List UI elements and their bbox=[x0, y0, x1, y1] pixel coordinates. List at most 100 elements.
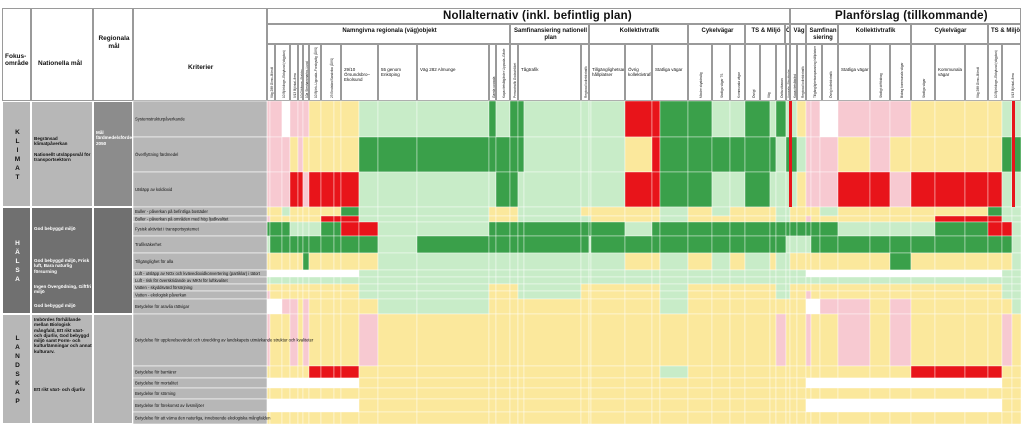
matrix-cell bbox=[711, 215, 731, 223]
matrix-cell bbox=[517, 206, 525, 217]
matrix-cell bbox=[320, 100, 335, 138]
column-label-cell: Gamla uppsala bbox=[489, 44, 496, 101]
matrix-cell bbox=[302, 365, 310, 379]
matrix-cell bbox=[297, 100, 304, 138]
matrix-cell bbox=[588, 215, 592, 223]
matrix-cell bbox=[910, 398, 936, 413]
matrix-cell bbox=[523, 411, 582, 425]
matrix-cell bbox=[769, 387, 777, 400]
matrix-cell bbox=[869, 235, 891, 254]
matrix-cell bbox=[588, 276, 592, 285]
matrix-cell bbox=[495, 398, 511, 413]
matrix-cell bbox=[580, 215, 590, 223]
matrix-cell bbox=[659, 298, 689, 315]
matrix-cell bbox=[509, 290, 519, 300]
matrix-cell bbox=[624, 398, 653, 413]
matrix-cell bbox=[889, 252, 912, 271]
matrix-cell bbox=[523, 276, 582, 285]
matrix-cell bbox=[266, 215, 271, 223]
matrix-cell bbox=[796, 171, 807, 208]
matrix-cell bbox=[416, 313, 490, 367]
matrix-cell bbox=[964, 235, 989, 254]
matrix-cell bbox=[869, 221, 891, 237]
matrix-cell bbox=[987, 221, 1003, 237]
matrix-cell bbox=[416, 276, 490, 285]
matrix-cell bbox=[588, 298, 592, 315]
nationella-goal-text: Imbördes förhållande mellan Biologisk må… bbox=[34, 317, 92, 354]
matrix-cell bbox=[416, 283, 490, 292]
matrix-cell bbox=[910, 136, 936, 173]
matrix-cell bbox=[308, 252, 322, 271]
matrix-cell bbox=[837, 100, 871, 138]
matrix-cell bbox=[1001, 365, 1013, 379]
matrix-cell bbox=[819, 235, 839, 254]
matrix-cell bbox=[805, 387, 812, 400]
matrix-cell bbox=[523, 221, 582, 237]
matrix-cell bbox=[302, 136, 310, 173]
matrix-cell bbox=[333, 387, 342, 400]
matrix-cell bbox=[711, 171, 731, 208]
matrix-cell bbox=[769, 221, 777, 237]
matrix-cell bbox=[590, 100, 626, 138]
matrix-cell bbox=[805, 235, 812, 254]
column-label-cell: 9/13 Björkal–flera bbox=[290, 44, 298, 101]
matrix-cell bbox=[869, 100, 891, 138]
matrix-cell bbox=[934, 276, 966, 285]
matrix-cell bbox=[495, 252, 511, 271]
matrix-cell bbox=[289, 206, 299, 217]
matrix-cell bbox=[934, 215, 966, 223]
matrix-cell bbox=[580, 100, 590, 138]
group-header-label: Cykelvägar bbox=[701, 28, 734, 34]
matrix-cell bbox=[289, 252, 299, 271]
matrix-cell bbox=[590, 171, 626, 208]
matrix-cell bbox=[297, 398, 304, 413]
matrix-cell bbox=[775, 298, 787, 315]
matrix-cell bbox=[789, 387, 798, 400]
column-label-cell: Uppsala–Stockholm bbox=[786, 44, 790, 101]
matrix-cell bbox=[819, 269, 839, 278]
matrix-cell bbox=[744, 377, 771, 389]
matrix-cell bbox=[517, 377, 525, 389]
matrix-cell bbox=[333, 206, 342, 217]
matrix-cell bbox=[340, 136, 360, 173]
matrix-cell bbox=[711, 206, 731, 217]
matrix-cell bbox=[377, 387, 418, 400]
matrix-cell bbox=[266, 100, 271, 138]
matrix-cell bbox=[1011, 269, 1022, 278]
matrix-cell bbox=[651, 411, 661, 425]
matrix-cell bbox=[729, 365, 746, 379]
matrix-cell bbox=[964, 171, 989, 208]
fokus-letters: H Ä L S A bbox=[15, 240, 20, 283]
matrix-cell bbox=[1011, 252, 1022, 271]
matrix-cell bbox=[377, 365, 418, 379]
matrix-cell bbox=[333, 398, 342, 413]
nationella-goal-text: God bebyggd miljö bbox=[34, 303, 76, 308]
matrix-cell bbox=[340, 269, 360, 278]
matrix-cell bbox=[266, 283, 271, 292]
column-label: Statliga vägar bbox=[841, 67, 869, 72]
matrix-cell bbox=[796, 298, 807, 315]
matrix-cell bbox=[358, 276, 379, 285]
matrix-cell bbox=[837, 252, 871, 271]
matrix-cell bbox=[1001, 276, 1013, 285]
matrix-cell bbox=[266, 206, 271, 217]
matrix-cell bbox=[495, 411, 511, 425]
matrix-cell bbox=[377, 221, 418, 237]
matrix-cell bbox=[796, 215, 807, 223]
matrix-cell bbox=[789, 276, 798, 285]
matrix-cell bbox=[624, 171, 653, 208]
matrix-cell bbox=[1011, 313, 1022, 367]
matrix-cell bbox=[377, 269, 418, 278]
matrix-cell bbox=[588, 136, 592, 173]
matrix-cell bbox=[711, 276, 731, 285]
matrix-cell bbox=[711, 136, 731, 173]
matrix-cell bbox=[302, 298, 310, 315]
matrix-cell bbox=[624, 283, 653, 292]
matrix-cell bbox=[320, 235, 335, 254]
matrix-cell bbox=[1001, 313, 1013, 367]
matrix-cell bbox=[651, 136, 661, 173]
matrix-cell bbox=[495, 269, 511, 278]
fokus-cell: L A N D S K A P bbox=[2, 314, 31, 424]
matrix-cell bbox=[775, 206, 787, 217]
matrix-cell bbox=[1001, 221, 1013, 237]
